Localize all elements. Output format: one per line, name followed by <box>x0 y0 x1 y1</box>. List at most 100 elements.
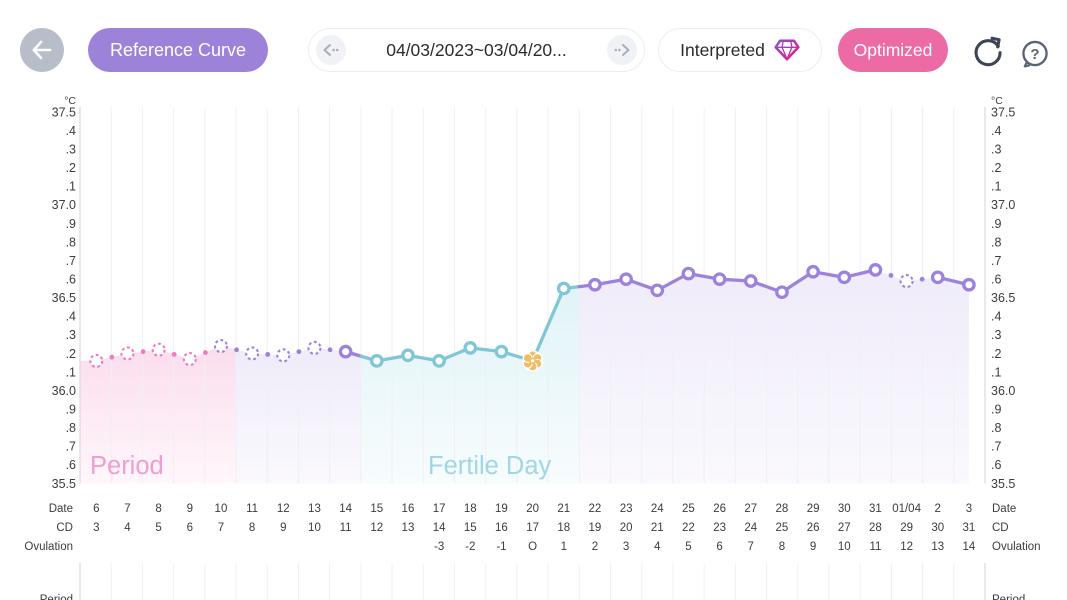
back-arrow-icon <box>32 40 52 60</box>
y-tick-label: .1 <box>991 180 1001 194</box>
ovulation-cell: 4 <box>654 541 661 553</box>
y-tick-label: .3 <box>991 328 1001 342</box>
interpreted-button[interactable]: Interpreted <box>658 28 822 72</box>
data-point-day-27[interactable] <box>743 274 758 288</box>
date-cell: 18 <box>464 503 477 515</box>
y-tick-label: .7 <box>66 254 76 268</box>
y-axis-right: °C37.5 .4 .3 .2 .1 37.0 .9 .8 .7 .6 36.5 .4 .3 .2 .1 36… <box>991 95 1015 491</box>
help-button[interactable]: ? <box>1017 36 1053 72</box>
y-tick-label: 36.5 <box>991 291 1015 305</box>
y-tick-label: .8 <box>66 421 76 435</box>
axis-row-label-date: Date <box>992 503 1016 515</box>
optimized-button[interactable]: Optimized <box>838 28 948 72</box>
data-point-day-19[interactable] <box>494 344 509 359</box>
cd-cell: 9 <box>280 522 286 534</box>
date-cell: 7 <box>124 503 130 515</box>
y-tick-label: .9 <box>66 403 76 417</box>
prev-date-range-button[interactable] <box>316 35 346 65</box>
ovulation-cell: 5 <box>685 541 691 553</box>
data-point-day-2[interactable] <box>930 270 945 285</box>
ovulation-cell: 6 <box>716 541 722 553</box>
cd-cell: 3 <box>93 522 99 534</box>
data-point-day-13[interactable] <box>307 340 322 355</box>
axis-row-label-cd: CD <box>992 522 1009 534</box>
date-cell: 14 <box>339 503 352 515</box>
ovulation-cell: 8 <box>779 541 785 553</box>
data-point-day-6[interactable] <box>89 353 104 368</box>
data-point-day-17[interactable] <box>432 354 446 368</box>
data-point-day-28[interactable] <box>775 285 789 300</box>
data-point-day-24[interactable] <box>650 283 665 298</box>
data-point-day-8[interactable] <box>151 342 166 357</box>
ovulation-cell: O <box>528 541 537 553</box>
dotted-connector <box>140 349 146 355</box>
refresh-button[interactable] <box>969 33 1005 69</box>
date-cell: 17 <box>433 503 446 515</box>
dotted-connector <box>202 350 208 355</box>
data-point-day-21[interactable] <box>556 281 571 296</box>
data-point-day-26[interactable] <box>712 272 727 287</box>
cd-cell: 19 <box>589 522 602 534</box>
phase-annotations: Period Fertile Day <box>90 452 552 480</box>
y-tick-label: .4 <box>66 124 76 138</box>
y-tick-label: .1 <box>991 365 1001 379</box>
date-cell: 29 <box>807 503 820 515</box>
date-cell: 25 <box>682 503 695 515</box>
ovulation-cell: 11 <box>869 541 881 553</box>
date-cell: 10 <box>215 503 228 515</box>
cd-cell: 15 <box>464 522 477 534</box>
data-point-day-3[interactable] <box>962 277 976 292</box>
axis-row-label-period: Period <box>40 594 73 600</box>
cd-cell: 29 <box>900 522 913 534</box>
date-cell: 19 <box>495 503 508 515</box>
date-cell: 13 <box>308 503 321 515</box>
cd-cell: 14 <box>433 522 446 534</box>
cd-cell: 27 <box>838 522 851 534</box>
data-point-day-25[interactable] <box>681 266 696 281</box>
data-point-day-30[interactable] <box>837 270 852 285</box>
y-tick-label: 36.5 <box>52 291 76 305</box>
data-point-day-12[interactable] <box>276 348 291 363</box>
data-point-day-31[interactable] <box>868 263 883 277</box>
ovulation-cell: 10 <box>838 541 851 553</box>
chevron-right-icon <box>614 44 630 56</box>
data-point-day-15[interactable] <box>369 354 384 368</box>
refresh-icon <box>974 36 1002 67</box>
next-date-range-button[interactable] <box>607 35 637 65</box>
data-point-day-14[interactable] <box>338 344 353 359</box>
date-cell: 12 <box>277 503 290 515</box>
y-tick-label: 37.0 <box>52 198 76 212</box>
data-point-day-18[interactable] <box>463 341 478 355</box>
data-point-day-23[interactable] <box>619 272 633 287</box>
data-point-day-11[interactable] <box>245 346 260 361</box>
cd-cell: 21 <box>651 522 664 534</box>
data-point-day-01/04[interactable] <box>899 273 914 289</box>
y-tick-label: 37.5 <box>52 105 76 119</box>
ovulation-cell: 3 <box>623 541 629 553</box>
data-point-day-9[interactable] <box>182 351 197 367</box>
data-point-day-7[interactable] <box>120 346 135 361</box>
y-tick-label: .3 <box>66 142 76 156</box>
date-cell: 11 <box>246 503 258 515</box>
date-cell: 6 <box>93 503 99 515</box>
date-cell: 2 <box>935 503 941 515</box>
data-point-day-16[interactable] <box>401 348 415 363</box>
y-tick-label: .9 <box>66 217 76 231</box>
data-point-day-10[interactable] <box>213 338 229 354</box>
y-tick-label: 36.0 <box>52 384 76 398</box>
back-button[interactable] <box>20 28 64 72</box>
y-tick-label: 35.5 <box>52 477 76 491</box>
y-tick-label: 37.5 <box>991 105 1015 119</box>
date-cell: 26 <box>713 503 726 515</box>
ovulation-flower-icon[interactable] <box>522 350 544 372</box>
cd-cell: 13 <box>402 522 415 534</box>
data-point-day-22[interactable] <box>588 277 602 292</box>
cd-cell: 25 <box>776 522 789 534</box>
y-tick-label: .8 <box>991 421 1001 435</box>
data-point-day-29[interactable] <box>806 264 820 279</box>
y-axis-unit: °C <box>991 95 1003 107</box>
y-tick-label: .2 <box>991 347 1001 361</box>
cd-cell: 4 <box>124 522 131 534</box>
reference-curve-button[interactable]: Reference Curve <box>88 28 268 72</box>
